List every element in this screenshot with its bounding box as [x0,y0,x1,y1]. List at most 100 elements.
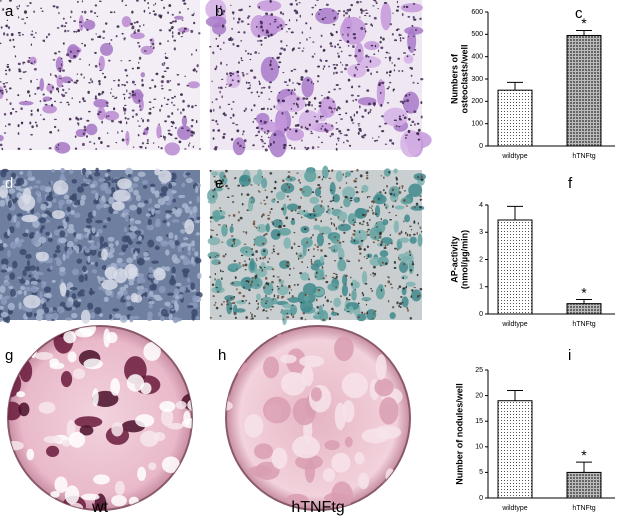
cell [316,245,319,249]
x-tick-label: wildtype [501,321,527,328]
cell [233,311,237,315]
cell [88,141,92,143]
cell [143,50,147,52]
cell [286,31,288,33]
cell [317,288,321,292]
cell [398,69,400,73]
cell [393,266,397,269]
cell [71,268,80,276]
cell [398,191,402,194]
cell [187,250,192,256]
y-tick-label: 4 [479,202,483,209]
cell [397,57,401,60]
cell [43,286,52,293]
cell [283,143,287,147]
cell [8,188,16,194]
cell [226,299,229,302]
cell [146,316,153,322]
cell [87,90,90,94]
cell [379,191,382,194]
cell [94,51,97,55]
panel-label: i [568,347,571,364]
cell [136,260,141,264]
cell [171,20,175,23]
cell [271,288,274,291]
cell [405,381,410,393]
cell [322,48,326,52]
cell [236,300,247,305]
cell [301,139,303,142]
cell [67,44,80,60]
cell [84,248,91,253]
cell [182,0,186,2]
cell [356,313,367,322]
cell [82,178,88,182]
cell [406,110,409,113]
cell [261,213,265,217]
cell [318,186,322,190]
cell [254,275,258,279]
cell [154,2,157,5]
cell [117,131,119,134]
cell [282,224,286,227]
cell [66,227,75,234]
cell [111,494,127,507]
cell [101,72,104,75]
cell [181,182,186,188]
cell [388,52,390,54]
cell [164,210,173,214]
cell [391,286,394,289]
cell [233,17,235,20]
cell [71,293,77,300]
cell [347,78,351,82]
cell [402,276,405,280]
cell [252,144,255,147]
cell [247,280,250,283]
cell [394,247,397,250]
cell [152,10,156,13]
cell [78,21,83,24]
cell [288,144,292,147]
cell [143,256,151,261]
cell [350,94,354,97]
cell [220,277,223,281]
cell [262,257,265,260]
cell [168,4,172,8]
cell [20,285,26,291]
cell [80,73,83,76]
cell [149,183,156,188]
cell [232,214,236,217]
panel-label: f [568,175,573,192]
cell [216,254,219,257]
cell [28,186,33,190]
cell [380,217,382,221]
cell [237,31,241,34]
cell [386,71,388,74]
cell [211,101,213,104]
cell [379,243,383,247]
cell [373,0,377,1]
cell [103,296,109,303]
cell [263,199,266,202]
cell [256,293,261,301]
cell [8,337,26,346]
cell [59,282,67,297]
cell [243,31,246,34]
cell [148,101,152,103]
y-axis-label: osteoclasts/well [459,44,469,113]
cell [343,134,346,136]
cell [345,63,349,67]
cell [365,12,369,14]
cell [281,371,306,396]
cell [31,125,34,129]
cell [214,146,218,149]
cell [403,190,406,192]
cell [141,142,145,145]
cell [419,287,423,291]
cell [231,489,245,510]
cell [312,41,315,43]
cell [124,213,129,222]
cell [277,285,289,296]
cell [335,121,338,124]
cell [157,146,160,148]
